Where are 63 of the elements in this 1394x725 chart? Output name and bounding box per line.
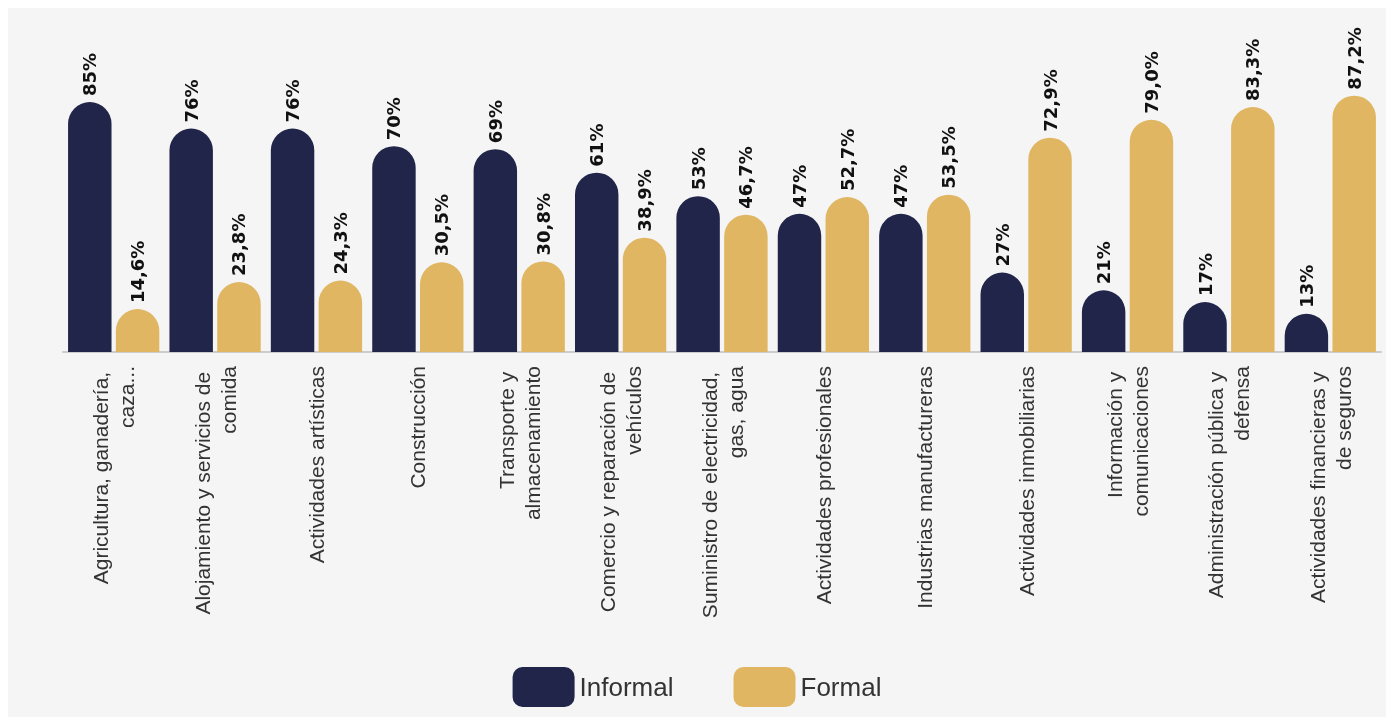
x-tick-label: Información y comunicaciones (1103, 366, 1153, 517)
bar (521, 261, 565, 352)
data-label: 47% (788, 164, 810, 208)
data-label: 79,0% (1140, 51, 1162, 114)
bar (473, 149, 518, 352)
data-label: 69% (484, 100, 506, 144)
x-tick-label: Alojamiento y servicios de comida (190, 365, 240, 615)
x-tick-label: Transporte y almacenamiento (494, 366, 544, 521)
legend-label: Formal (800, 672, 882, 702)
x-tick-label: Construcción (406, 366, 430, 489)
data-label: 24,3% (329, 212, 351, 275)
bar (169, 128, 213, 352)
bar (980, 272, 1024, 352)
data-label: 85% (79, 53, 101, 97)
data-label: 72,9% (1039, 69, 1061, 132)
x-tick-label: Actividades inmobiliarias (1014, 366, 1038, 596)
data-label: 30,5% (431, 193, 453, 257)
data-label: 83,3% (1242, 38, 1264, 102)
x-tick-label: Actividades artísticas (304, 366, 328, 564)
data-label: 21% (1093, 241, 1115, 285)
data-label: 14,6% (127, 240, 149, 304)
bar (270, 128, 315, 352)
data-label: 76% (180, 79, 202, 123)
data-label: 46,7% (735, 146, 757, 209)
data-label: 30,8% (532, 192, 554, 256)
x-tick-label: Actividades financieras y de seguros (1305, 366, 1355, 603)
data-label: 53,5% (938, 126, 960, 189)
data-label: 23,8% (228, 213, 250, 277)
bar (574, 172, 619, 352)
bar (926, 194, 971, 352)
bar (68, 102, 112, 352)
data-label: 38,9% (634, 169, 656, 232)
data-label: 70% (383, 97, 405, 141)
data-label: 52,7% (836, 128, 858, 192)
x-tick-label: Comercio y reparación de vehículos (596, 366, 646, 613)
data-label: 27% (991, 223, 1013, 267)
bar (622, 237, 667, 352)
data-label: 53% (687, 147, 709, 191)
data-label: 61% (586, 123, 608, 167)
data-label: 13% (1295, 264, 1317, 308)
data-label: 87,2% (1343, 27, 1365, 90)
bar (1129, 119, 1174, 352)
bar (1231, 107, 1275, 352)
x-tick-label: Agricultura, ganadería, caza... (89, 366, 139, 585)
legend-label: Informal (579, 672, 674, 702)
bar (318, 280, 363, 352)
bar (1332, 95, 1376, 352)
bar (676, 196, 720, 352)
bar (420, 262, 464, 352)
x-tick-label: Industrias manufactureras (913, 366, 937, 609)
bar (217, 282, 261, 352)
x-tick-label: Administración pública y defensa (1204, 365, 1254, 599)
data-label: 47% (890, 164, 912, 208)
bar (372, 146, 416, 352)
bar (879, 213, 923, 352)
x-tick-label: Actividades profesionales (811, 366, 835, 605)
data-label: 76% (282, 79, 304, 123)
bar (724, 214, 768, 352)
data-label: 17% (1194, 252, 1216, 297)
bar (777, 213, 822, 352)
bar (825, 197, 870, 352)
bar (1028, 137, 1072, 352)
x-tick-label: Suministro de electricidad, gas, agua (697, 365, 747, 619)
